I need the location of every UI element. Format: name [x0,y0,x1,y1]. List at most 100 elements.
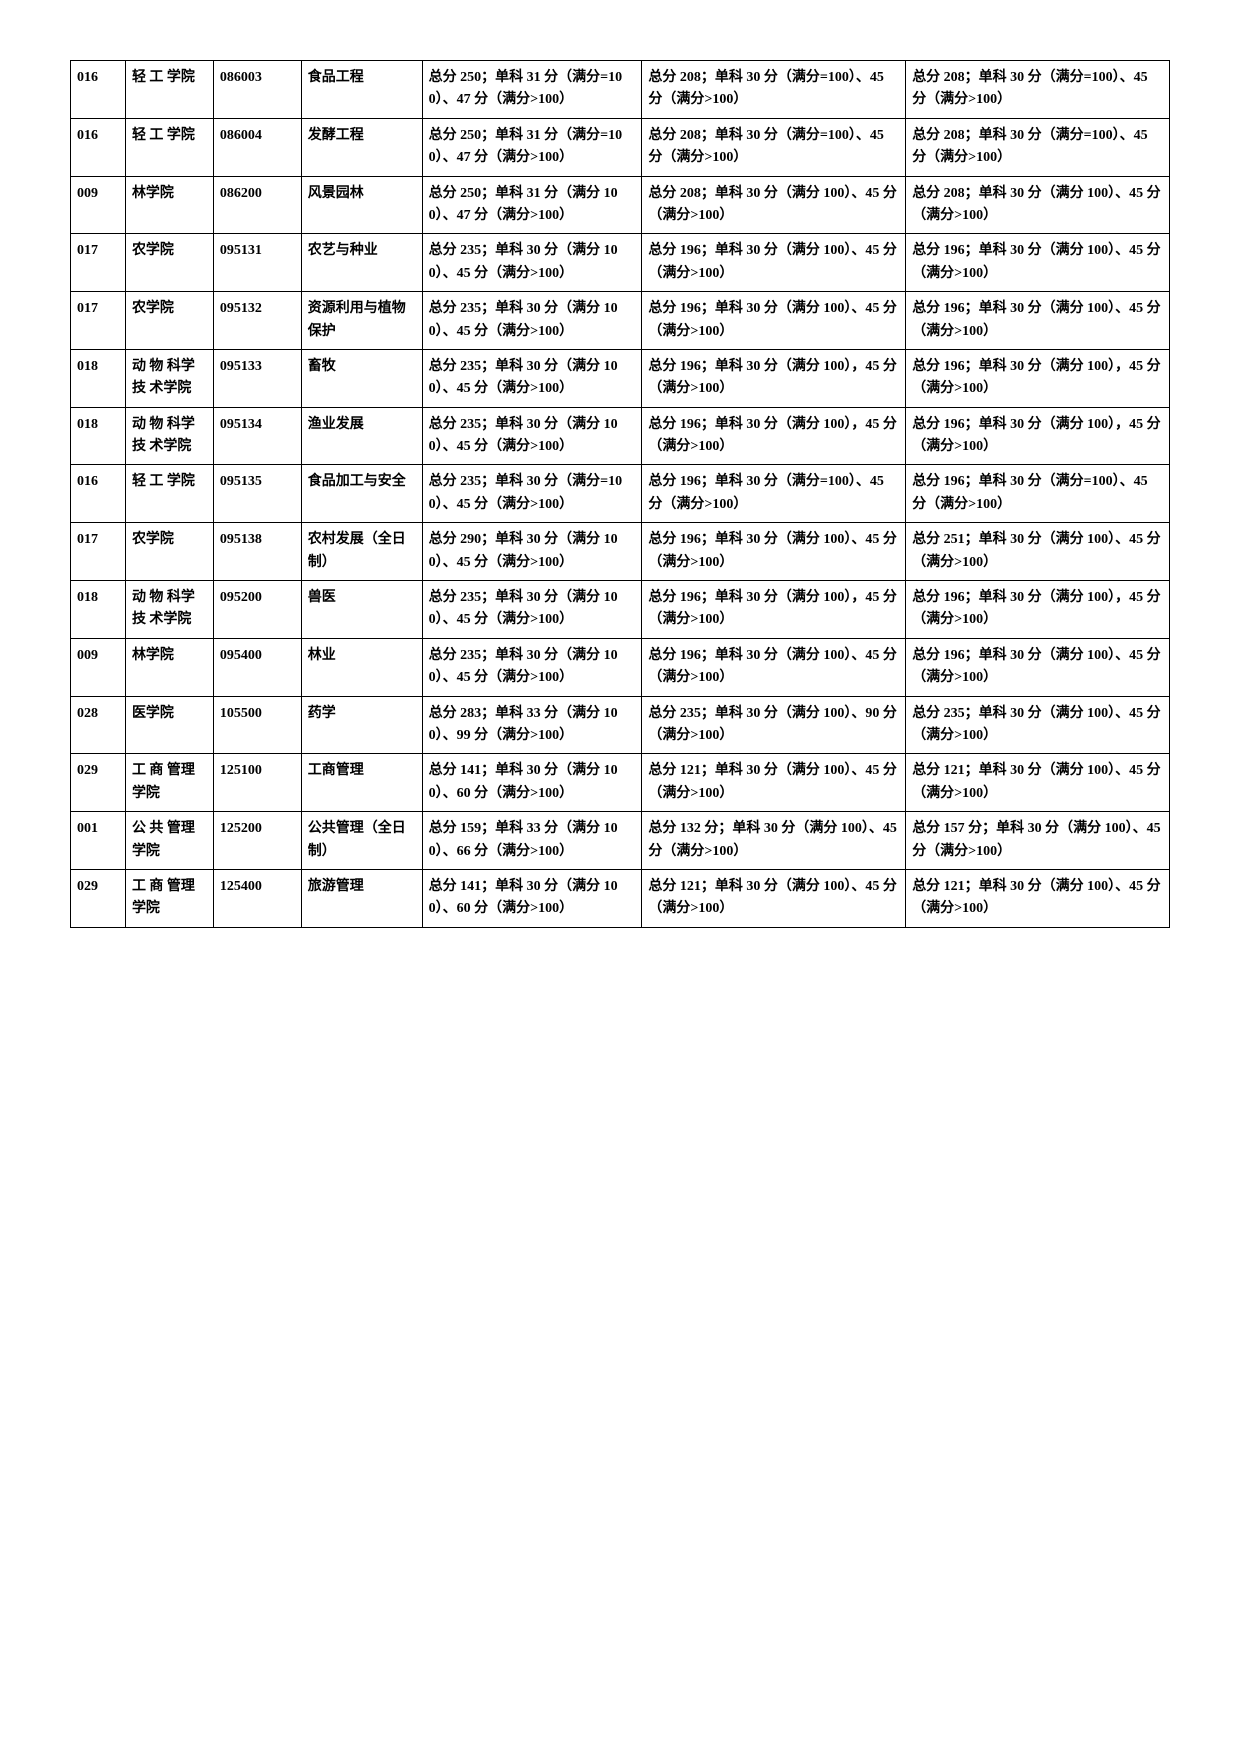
cell-major_code: 095400 [213,638,301,696]
cell-code: 009 [71,638,126,696]
cell-major_name: 资源利用与植物保护 [301,292,422,350]
cell-code: 017 [71,234,126,292]
cell-major_code: 095138 [213,523,301,581]
cell-col_a: 总分 235；单科 30 分（满分 100）、45 分（满分>100） [422,234,642,292]
cell-col_b: 总分 196；单科 30 分（满分 100），45 分（满分>100） [642,581,906,639]
cell-college: 轻 工 学院 [125,118,213,176]
cell-col_c: 总分 196；单科 30 分（满分 100），45 分（满分>100） [906,407,1170,465]
cell-code: 029 [71,869,126,927]
cell-col_b: 总分 235；单科 30 分（满分 100）、90 分（满分>100） [642,696,906,754]
cell-col_a: 总分 290；单科 30 分（满分 100）、45 分（满分>100） [422,523,642,581]
table-row: 018动 物 科学 技 术学院095200兽医总分 235；单科 30 分（满分… [71,581,1170,639]
cell-col_a: 总分 235；单科 30 分（满分 100）、45 分（满分>100） [422,638,642,696]
cell-code: 018 [71,581,126,639]
cell-col_b: 总分 196；单科 30 分（满分 100）、45 分（满分>100） [642,234,906,292]
cell-col_c: 总分 235；单科 30 分（满分 100）、45 分（满分>100） [906,696,1170,754]
cell-major_code: 095135 [213,465,301,523]
cell-college: 工 商 管理学院 [125,869,213,927]
cell-college: 动 物 科学 技 术学院 [125,407,213,465]
table-row: 029工 商 管理学院125100工商管理总分 141；单科 30 分（满分 1… [71,754,1170,812]
cell-col_a: 总分 235；单科 30 分（满分=100）、45 分（满分>100） [422,465,642,523]
cell-col_c: 总分 196；单科 30 分（满分 100）、45 分（满分>100） [906,234,1170,292]
cell-college: 轻 工 学院 [125,61,213,119]
cell-college: 动 物 科学 技 术学院 [125,581,213,639]
table-row: 009林学院095400林业总分 235；单科 30 分（满分 100）、45 … [71,638,1170,696]
cell-col_a: 总分 141；单科 30 分（满分 100）、60 分（满分>100） [422,869,642,927]
cell-major_code: 086004 [213,118,301,176]
cell-col_b: 总分 196；单科 30 分（满分 100）、45 分（满分>100） [642,638,906,696]
cell-col_c: 总分 157 分；单科 30 分（满分 100）、45 分（满分>100） [906,812,1170,870]
cell-code: 017 [71,292,126,350]
cell-major_name: 公共管理（全日制） [301,812,422,870]
cell-col_a: 总分 235；单科 30 分（满分 100）、45 分（满分>100） [422,581,642,639]
cell-college: 农学院 [125,292,213,350]
table-row: 028医学院105500药学总分 283；单科 33 分（满分 100）、99 … [71,696,1170,754]
cell-col_a: 总分 235；单科 30 分（满分 100）、45 分（满分>100） [422,349,642,407]
cell-col_c: 总分 196；单科 30 分（满分 100）、45 分（满分>100） [906,638,1170,696]
cell-code: 017 [71,523,126,581]
cell-major_code: 095131 [213,234,301,292]
cell-major_code: 125100 [213,754,301,812]
cell-college: 农学院 [125,523,213,581]
cell-col_c: 总分 196；单科 30 分（满分 100），45 分（满分>100） [906,581,1170,639]
cell-college: 医学院 [125,696,213,754]
cell-major_code: 095132 [213,292,301,350]
cell-code: 029 [71,754,126,812]
table-row: 017农学院095131农艺与种业总分 235；单科 30 分（满分 100）、… [71,234,1170,292]
table-row: 018动 物 科学 技 术学院095134渔业发展总分 235；单科 30 分（… [71,407,1170,465]
cell-col_a: 总分 159；单科 33 分（满分 100）、66 分（满分>100） [422,812,642,870]
cell-major_name: 食品工程 [301,61,422,119]
table-row: 016轻 工 学院086004发酵工程总分 250；单科 31 分（满分=100… [71,118,1170,176]
cell-major_name: 药学 [301,696,422,754]
cell-col_a: 总分 250；单科 31 分（满分=100）、47 分（满分>100） [422,61,642,119]
cell-col_b: 总分 196；单科 30 分（满分 100），45 分（满分>100） [642,407,906,465]
table-row: 009林学院086200风景园林总分 250；单科 31 分（满分 100）、4… [71,176,1170,234]
cell-major_code: 105500 [213,696,301,754]
cell-col_c: 总分 208；单科 30 分（满分=100）、45 分（满分>100） [906,61,1170,119]
cell-col_b: 总分 121；单科 30 分（满分 100）、45 分（满分>100） [642,869,906,927]
cell-col_a: 总分 250；单科 31 分（满分 100）、47 分（满分>100） [422,176,642,234]
cell-code: 009 [71,176,126,234]
page: 016轻 工 学院086003食品工程总分 250；单科 31 分（满分=100… [0,0,1240,988]
table-body: 016轻 工 学院086003食品工程总分 250；单科 31 分（满分=100… [71,61,1170,928]
cell-major_name: 林业 [301,638,422,696]
cell-col_c: 总分 196；单科 30 分（满分=100）、45 分（满分>100） [906,465,1170,523]
cell-col_c: 总分 196；单科 30 分（满分 100），45 分（满分>100） [906,349,1170,407]
cell-code: 016 [71,118,126,176]
cell-col_c: 总分 208；单科 30 分（满分 100）、45 分（满分>100） [906,176,1170,234]
cell-major_code: 125400 [213,869,301,927]
cell-college: 公 共 管理学院 [125,812,213,870]
cell-col_b: 总分 121；单科 30 分（满分 100）、45 分（满分>100） [642,754,906,812]
cell-col_c: 总分 121；单科 30 分（满分 100）、45 分（满分>100） [906,754,1170,812]
table-row: 017农学院095132资源利用与植物保护总分 235；单科 30 分（满分 1… [71,292,1170,350]
cell-major_code: 086200 [213,176,301,234]
cell-col_b: 总分 196；单科 30 分（满分 100）、45 分（满分>100） [642,292,906,350]
table-row: 001公 共 管理学院125200公共管理（全日制）总分 159；单科 33 分… [71,812,1170,870]
cell-college: 动 物 科学 技 术学院 [125,349,213,407]
cell-major_name: 兽医 [301,581,422,639]
cell-col_a: 总分 283；单科 33 分（满分 100）、99 分（满分>100） [422,696,642,754]
table-row: 016轻 工 学院086003食品工程总分 250；单科 31 分（满分=100… [71,61,1170,119]
table-row: 018动 物 科学 技 术学院095133畜牧总分 235；单科 30 分（满分… [71,349,1170,407]
cell-col_c: 总分 208；单科 30 分（满分=100）、45 分（满分>100） [906,118,1170,176]
cell-code: 018 [71,349,126,407]
cell-col_b: 总分 196；单科 30 分（满分 100），45 分（满分>100） [642,349,906,407]
cell-code: 018 [71,407,126,465]
cell-major_name: 工商管理 [301,754,422,812]
cell-major_name: 旅游管理 [301,869,422,927]
cell-major_code: 095133 [213,349,301,407]
cell-code: 016 [71,465,126,523]
cell-col_b: 总分 208；单科 30 分（满分=100）、45 分（满分>100） [642,118,906,176]
cell-col_c: 总分 121；单科 30 分（满分 100）、45 分（满分>100） [906,869,1170,927]
cell-college: 工 商 管理学院 [125,754,213,812]
cell-college: 轻 工 学院 [125,465,213,523]
cell-col_a: 总分 235；单科 30 分（满分 100）、45 分（满分>100） [422,292,642,350]
table-row: 016轻 工 学院095135食品加工与安全总分 235；单科 30 分（满分=… [71,465,1170,523]
cell-col_b: 总分 208；单科 30 分（满分=100）、45 分（满分>100） [642,61,906,119]
cell-code: 001 [71,812,126,870]
table-row: 017农学院095138农村发展（全日制）总分 290；单科 30 分（满分 1… [71,523,1170,581]
cell-col_a: 总分 235；单科 30 分（满分 100）、45 分（满分>100） [422,407,642,465]
cell-col_b: 总分 208；单科 30 分（满分 100）、45 分（满分>100） [642,176,906,234]
score-table: 016轻 工 学院086003食品工程总分 250；单科 31 分（满分=100… [70,60,1170,928]
cell-major_name: 农村发展（全日制） [301,523,422,581]
